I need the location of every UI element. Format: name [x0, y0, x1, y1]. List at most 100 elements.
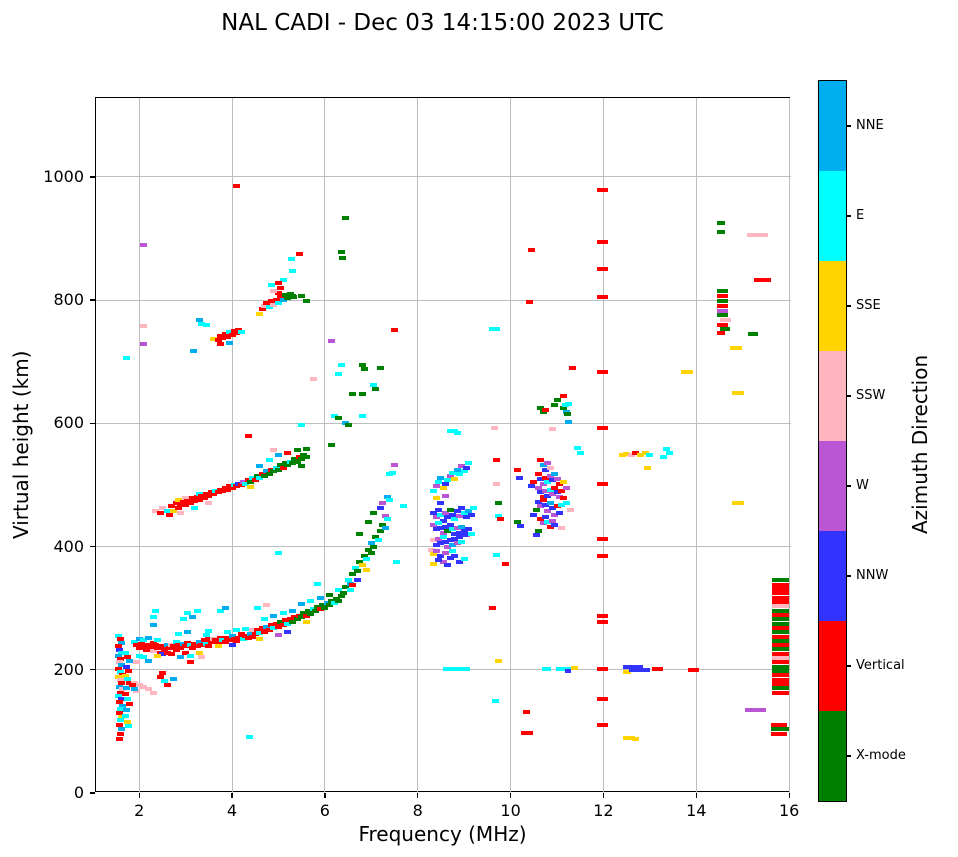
echo-point [184, 611, 192, 616]
echo-point [258, 625, 266, 630]
echo-point [233, 628, 241, 633]
echo-point [539, 410, 547, 415]
echo-point [631, 736, 639, 741]
echo-point [226, 638, 234, 643]
echo-point [539, 463, 547, 468]
x-tick [138, 793, 140, 798]
colorbar-tick-label: W [856, 478, 869, 493]
echo-point [439, 486, 447, 490]
echo-point [342, 216, 350, 221]
echo-point [495, 513, 503, 518]
echo-point [149, 691, 157, 696]
echo-point [281, 293, 289, 298]
echo-point [135, 646, 143, 651]
echo-point [242, 481, 250, 486]
echo-point [456, 513, 464, 518]
echo-point [265, 627, 273, 632]
echo-point [546, 487, 554, 492]
echo-point [124, 677, 132, 681]
echo-stripe [622, 669, 632, 674]
echo-point [660, 455, 668, 460]
echo-stripe [771, 612, 790, 617]
echo-point [539, 521, 547, 526]
echo-point [223, 335, 231, 340]
echo-point [632, 450, 640, 455]
echo-point [527, 484, 535, 489]
echo-point [437, 526, 445, 531]
echo-point [442, 539, 450, 544]
echo-point [261, 617, 269, 622]
echo-point [358, 413, 366, 418]
echo-stripe [748, 331, 758, 336]
echo-point [115, 736, 123, 741]
colorbar-segment-w [819, 441, 846, 531]
echo-point [558, 489, 566, 494]
echo-point [560, 479, 568, 484]
echo-point [339, 256, 347, 261]
echo-point [435, 479, 443, 484]
colorbar-tick [846, 395, 851, 397]
echo-point [312, 609, 320, 614]
echo-point [277, 285, 285, 290]
echo-point [335, 372, 343, 377]
echo-point [258, 307, 266, 312]
echo-point [685, 370, 693, 375]
x-tick-label: 4 [226, 801, 238, 820]
echo-point [534, 529, 542, 534]
echo-point [177, 502, 185, 507]
echo-point [530, 479, 538, 484]
echo-point [235, 635, 243, 640]
echo-stripe [771, 599, 790, 604]
echo-point [216, 609, 224, 614]
x-gridline [695, 98, 697, 793]
echo-point [161, 678, 169, 683]
y-tick [90, 792, 95, 794]
echo-point [263, 469, 271, 474]
echo-point [349, 572, 357, 577]
echo-point [205, 644, 213, 649]
echo-stripe [771, 681, 790, 686]
echo-point [451, 476, 459, 481]
echo-point [514, 467, 522, 472]
echo-point [449, 470, 457, 475]
echo-point [439, 530, 447, 535]
echo-point [140, 323, 148, 328]
echo-point [732, 501, 740, 506]
echo-stripe [717, 322, 728, 327]
echo-point [172, 501, 180, 506]
echo-point [196, 650, 204, 655]
echo-point [205, 501, 213, 506]
echo-point [467, 512, 475, 517]
echo-point [462, 465, 470, 470]
echo-point [165, 512, 173, 517]
echo-point [525, 730, 533, 735]
echo-point [374, 538, 382, 543]
echo-point [365, 547, 373, 552]
echo-point [541, 489, 549, 494]
colorbar-tick [846, 755, 851, 757]
echo-point [386, 471, 394, 476]
echo-point [249, 475, 257, 480]
echo-point [465, 461, 473, 466]
echo-point [151, 508, 159, 513]
echo-stripe [771, 591, 790, 596]
echo-point [288, 461, 296, 466]
echo-point [270, 288, 278, 293]
plot-canvas: 2 4 6 8 10 12 14 16 0 200 400 600 800 1000 [43, 98, 799, 820]
echo-point [140, 685, 148, 690]
echo-point [261, 473, 269, 478]
x-gridline [417, 98, 419, 793]
echo-point [600, 370, 608, 375]
echo-point [237, 632, 245, 637]
echo-point [156, 675, 164, 680]
echo-point [118, 641, 126, 646]
echo-stripe [717, 313, 728, 318]
echo-point [469, 506, 477, 511]
echo-point [335, 416, 343, 421]
echo-point [662, 447, 670, 452]
echo-stripe [771, 634, 790, 639]
echo-point [600, 267, 608, 272]
echo-point [391, 463, 399, 468]
echo-point [458, 539, 466, 544]
echo-stripe [771, 582, 790, 587]
